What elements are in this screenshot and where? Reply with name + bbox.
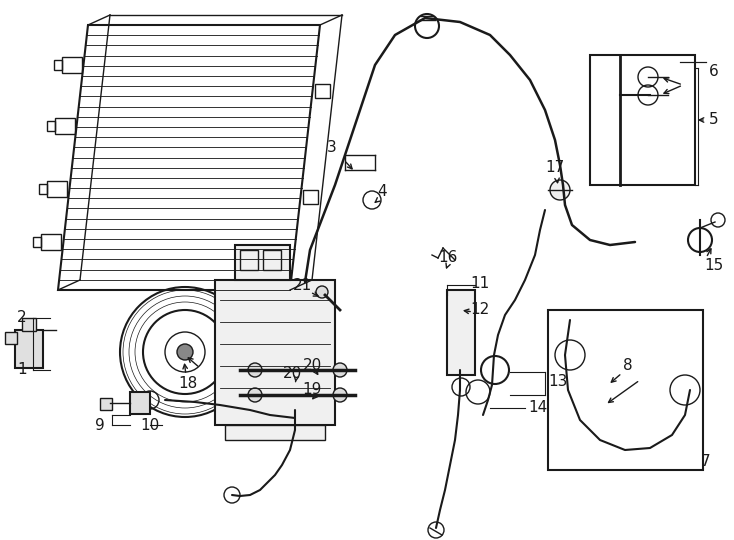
Text: 17: 17: [545, 160, 564, 176]
Circle shape: [248, 388, 262, 402]
Bar: [447, 290, 475, 375]
Bar: [15, 330, 43, 368]
Text: 7: 7: [701, 455, 711, 469]
Text: 5: 5: [709, 112, 719, 127]
Bar: [5, 332, 17, 344]
Bar: [22, 318, 36, 331]
Bar: [130, 392, 150, 414]
Bar: [314, 84, 330, 98]
Text: 18: 18: [178, 375, 197, 390]
Text: 14: 14: [528, 401, 548, 415]
Text: 4: 4: [377, 185, 387, 199]
Text: 15: 15: [705, 258, 724, 273]
Bar: [54, 60, 62, 70]
Circle shape: [333, 363, 347, 377]
Text: 1: 1: [17, 362, 27, 377]
Bar: [590, 55, 695, 185]
Text: 19: 19: [302, 382, 321, 397]
Bar: [215, 280, 335, 425]
Bar: [225, 425, 325, 440]
Bar: [240, 250, 258, 270]
Text: 16: 16: [438, 251, 458, 266]
Text: 3: 3: [327, 140, 337, 156]
Bar: [302, 190, 318, 204]
Text: 13: 13: [548, 375, 567, 389]
Circle shape: [177, 344, 193, 360]
Text: 21: 21: [292, 278, 312, 293]
Bar: [46, 121, 54, 131]
Text: 20: 20: [283, 366, 302, 381]
Bar: [40, 184, 48, 194]
Text: 6: 6: [709, 64, 719, 79]
Circle shape: [248, 363, 262, 377]
Bar: [100, 398, 112, 410]
Bar: [235, 245, 290, 280]
Text: 10: 10: [140, 417, 159, 433]
Text: 12: 12: [470, 302, 490, 318]
Circle shape: [550, 180, 570, 200]
Circle shape: [316, 286, 328, 298]
Text: 8: 8: [623, 357, 633, 373]
Text: 2: 2: [17, 310, 27, 326]
Text: 20: 20: [302, 357, 321, 373]
Text: 11: 11: [470, 275, 490, 291]
Text: 9: 9: [95, 417, 105, 433]
Circle shape: [333, 388, 347, 402]
Bar: [263, 250, 281, 270]
Bar: [548, 310, 703, 470]
Bar: [34, 237, 41, 247]
